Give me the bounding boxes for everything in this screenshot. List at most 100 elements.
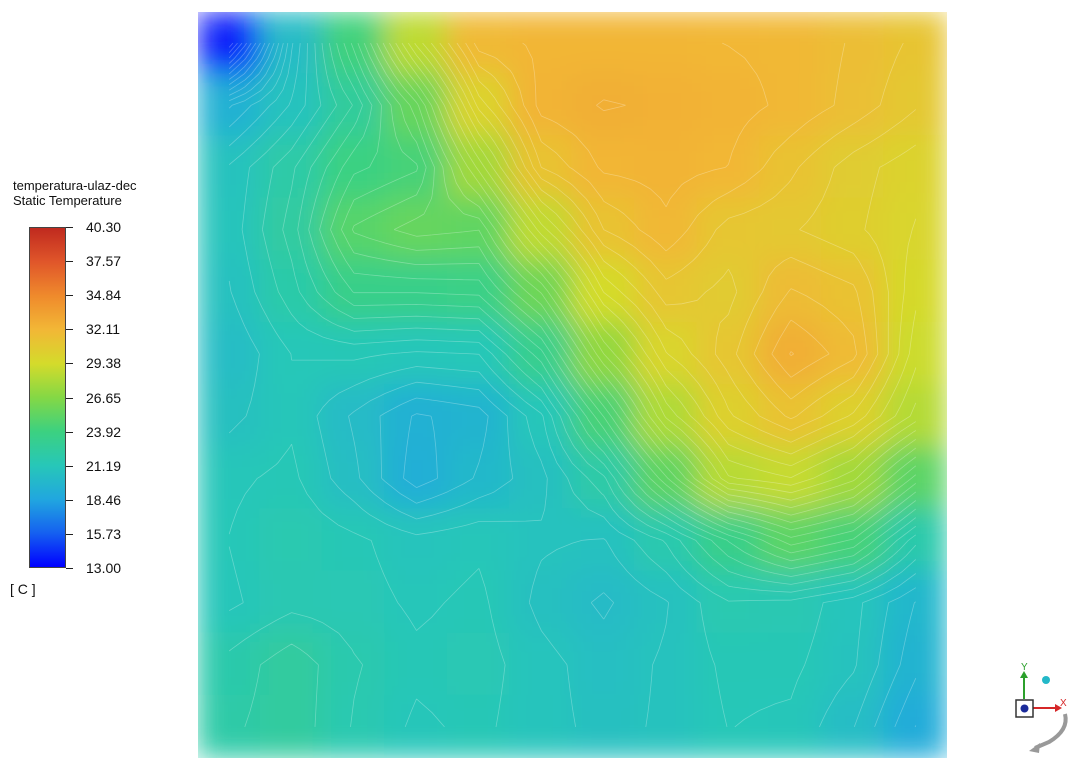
heatmap-cell [384, 12, 449, 76]
heatmap-cell [571, 508, 636, 573]
colorbar-tick-label: 29.38 [86, 355, 122, 372]
colorbar [29, 227, 66, 568]
heatmap-cell [633, 135, 699, 200]
colorbar-tick [66, 363, 73, 365]
heatmap-cell [633, 508, 699, 573]
heatmap-cell [509, 570, 574, 635]
heatmap-cell [384, 694, 449, 758]
colorbar-tick-label: 13.00 [86, 560, 122, 576]
heatmap-cell [758, 632, 824, 697]
contour-line [448, 42, 917, 443]
colorbar-tick [66, 499, 73, 501]
contour-line [228, 43, 917, 728]
heatmap-cell [633, 73, 699, 138]
heatmap-cell [509, 384, 574, 449]
heatmap-cell [696, 321, 761, 386]
heatmap-cell [821, 632, 886, 697]
heatmap-cell [821, 694, 886, 758]
heatmap-cell [259, 446, 324, 511]
heatmap-cell [446, 694, 512, 758]
heatmap-cell [883, 694, 947, 758]
colorbar-tick [66, 533, 73, 535]
heatmap-cell [696, 632, 761, 697]
triad-sphere-icon [1042, 676, 1050, 684]
heatmap-cell [509, 259, 574, 324]
heatmap-cell [696, 197, 761, 262]
heatmap-cell [571, 135, 636, 200]
contour-line [370, 42, 917, 538]
heatmap-cell [198, 135, 262, 200]
contour-line [389, 42, 917, 516]
heatmap-cell [758, 694, 824, 758]
heatmap-cell [259, 384, 324, 449]
contour-line [297, 43, 917, 585]
contour-line [228, 42, 234, 48]
heatmap-cell [384, 508, 449, 573]
colorbar-tick-label: 32.11 [86, 321, 120, 338]
contour-line [228, 43, 917, 727]
heatmap-cell [509, 73, 574, 138]
heatmap-cell [321, 446, 387, 511]
heatmap-cell [509, 197, 574, 262]
colorbar-tick-label: 15.73 [86, 525, 122, 542]
colorbar-tick [66, 295, 73, 297]
heatmap-cell [509, 135, 574, 200]
heatmap-cell [758, 508, 824, 573]
contour-line [228, 42, 252, 69]
heatmap-cell [321, 259, 387, 324]
heatmap-cell [446, 446, 512, 511]
heatmap-cell [571, 321, 636, 386]
heatmap-cell [509, 12, 574, 76]
contour-line [229, 42, 275, 96]
temperature-contour-plot [198, 12, 947, 758]
heatmap-cell [446, 632, 512, 697]
heatmap-cell [321, 632, 387, 697]
contour-line [228, 42, 257, 75]
heatmap-cell [384, 321, 449, 386]
heatmap-cell [446, 135, 512, 200]
contour-line [319, 42, 916, 570]
heatmap-cell [259, 632, 324, 697]
heatmap-cell [883, 259, 947, 324]
heatmap-cell [883, 508, 947, 573]
heatmap-cell [259, 12, 324, 76]
contour-line [228, 42, 243, 59]
colorbar-tick-label: 40.30 [86, 219, 122, 235]
contour-line [407, 42, 917, 494]
axis-triad: Y X [1015, 662, 1068, 753]
colorbar-tick [66, 397, 73, 399]
heatmap-cell [384, 570, 449, 635]
heatmap-cell [446, 321, 512, 386]
contour-line [228, 43, 917, 728]
heatmap-cell [321, 694, 387, 758]
heatmap-cell [883, 632, 947, 697]
heatmap-cell [384, 632, 449, 697]
legend-title-line1: temperatura-ulaz-dec [13, 178, 137, 193]
heatmap-cell [259, 321, 324, 386]
contour-line [330, 42, 917, 562]
heatmap-cell [384, 135, 449, 200]
contour-line [244, 43, 917, 728]
heatmap-cell [384, 197, 449, 262]
colorbar-tick [66, 261, 73, 263]
legend-title: temperatura-ulaz-dec Static Temperature [13, 178, 137, 208]
contour-line [308, 43, 917, 577]
colorbar-tick-label: 18.46 [86, 491, 122, 508]
heatmap-cell [758, 135, 824, 200]
contour-line [228, 42, 261, 80]
heatmap-cell [259, 73, 324, 138]
heatmap-cell [821, 508, 886, 573]
heatmap-cell [198, 12, 262, 76]
heatmap-cell [321, 321, 387, 386]
heatmap-cell [633, 259, 699, 324]
heatmap-cell [883, 197, 947, 262]
contour-line [341, 42, 917, 554]
heatmap-cell [198, 694, 262, 758]
heatmap-cell [571, 197, 636, 262]
heatmap-cell [571, 570, 636, 635]
contour-line [376, 42, 917, 531]
colorbar-tick-label: 23.92 [86, 423, 122, 440]
heatmap-cell [883, 12, 947, 76]
heatmap-cell [509, 321, 574, 386]
heatmap-cell [883, 570, 947, 635]
